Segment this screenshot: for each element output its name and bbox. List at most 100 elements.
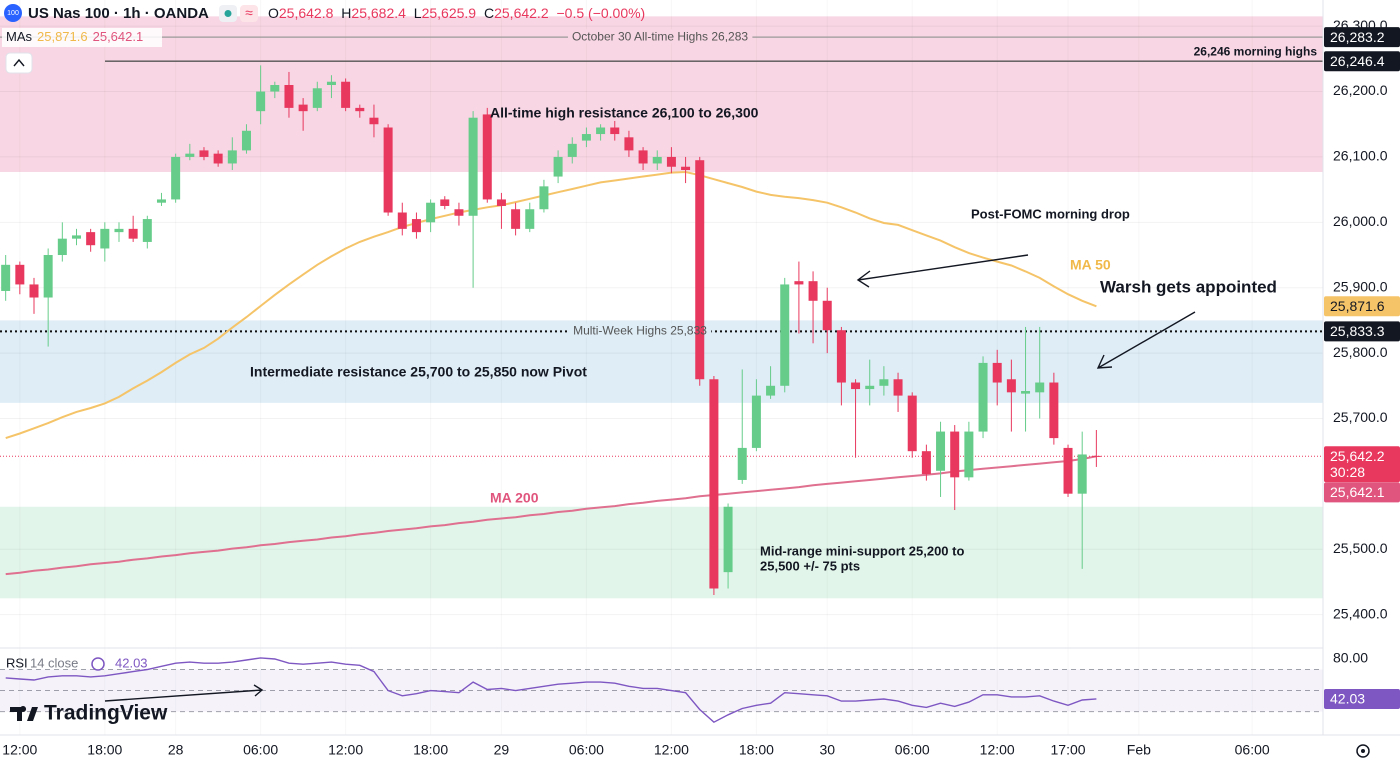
rsi-param: close: [48, 655, 78, 670]
candle-body: [907, 395, 917, 452]
price-tag: [1324, 321, 1400, 342]
candle-body: [950, 431, 960, 478]
y-tick-label: 25,800.0: [1333, 344, 1388, 360]
y-tick-label: 25,700.0: [1333, 409, 1388, 425]
candle-body: [270, 85, 280, 92]
x-tick-label: 28: [168, 742, 184, 758]
level-label-bg: [569, 323, 712, 338]
rsi-line: [5, 657, 1097, 724]
ma-legend-value: 25,871.6: [37, 29, 88, 44]
candle-body: [284, 85, 294, 108]
level-label-bg: [567, 29, 753, 44]
candle-body: [454, 209, 464, 216]
symbol-title: US Nas 100 · 1h · OANDA: [28, 5, 209, 22]
annotation: Intermediate resistance 25,700 to 25,850…: [250, 364, 587, 380]
price-tag-countdown: 30:28: [1330, 464, 1365, 480]
candle-body: [100, 228, 110, 249]
x-tick-label: 12:00: [654, 742, 689, 758]
price-tag-label: 26,283.2: [1330, 29, 1385, 45]
candle-body: [171, 156, 181, 200]
candle-body: [1, 264, 11, 291]
ohlc-value: 25,682.4: [351, 5, 406, 21]
ma-legend: MAs 25,871.6 25,642.1: [6, 29, 143, 44]
x-tick-label: 29: [494, 742, 510, 758]
candle-body: [142, 219, 152, 242]
candle-body: [426, 202, 436, 223]
x-tick-label: Feb: [1127, 742, 1151, 758]
candle-body: [1035, 382, 1045, 393]
candle-body: [865, 385, 875, 390]
ma-legend-label: MAs: [6, 29, 33, 44]
candle-body: [1049, 382, 1059, 439]
candle-body: [581, 134, 591, 141]
candle-body: [199, 150, 209, 157]
candle-body: [836, 330, 846, 383]
candle-body: [241, 130, 251, 151]
candle-body: [341, 81, 351, 108]
price-tag: [1324, 296, 1400, 317]
candle-body: [921, 451, 931, 475]
rsi-name: RSI: [6, 655, 28, 670]
candle-body: [553, 156, 563, 177]
candle-body: [610, 127, 620, 135]
candle-body: [128, 228, 138, 239]
arrows: [104, 254, 1196, 702]
x-tick-label: 18:00: [87, 742, 122, 758]
settings-icon[interactable]: [1356, 744, 1370, 758]
ohlc-key: H: [341, 5, 351, 21]
candle-body: [525, 209, 535, 229]
candle-body: [1077, 454, 1087, 494]
settings-icon-center: [1361, 749, 1365, 753]
ohlc-value: 25,642.2: [494, 5, 549, 21]
candle-body: [978, 362, 988, 432]
price-tag: [1324, 51, 1400, 72]
x-tick-label: 17:00: [1051, 742, 1086, 758]
change: −0.5 (−0.00%): [557, 5, 646, 21]
annotation: MA 200: [490, 490, 539, 506]
candle-body: [1021, 391, 1031, 394]
candle-body: [468, 117, 478, 216]
rsi-tag: [1324, 688, 1400, 709]
y-tick-label: 25,500.0: [1333, 540, 1388, 556]
price-tag-label: 26,246.4: [1330, 53, 1385, 69]
candle-body: [737, 447, 747, 480]
level-label: 26,246 morning highs: [1194, 44, 1318, 58]
candle-body: [596, 127, 606, 135]
y-tick-label: 80.00: [1333, 650, 1368, 666]
candle-body: [440, 199, 450, 206]
candle-body: [1006, 379, 1016, 393]
x-tick-label: 12:00: [980, 742, 1015, 758]
candle-body: [185, 153, 195, 157]
moving-average: [5, 170, 1097, 440]
ohlc-value: 25,642.8: [279, 5, 334, 21]
price-tag-label: 25,871.6: [1330, 298, 1385, 314]
candle-body: [666, 156, 676, 167]
ohlc-key: C: [484, 5, 494, 21]
candle-body: [851, 382, 861, 390]
candle-body: [326, 81, 336, 86]
y-tick-label: 25,400.0: [1333, 605, 1388, 621]
x-tick-label: 12:00: [328, 742, 363, 758]
zone: [0, 506, 1323, 599]
annotation: 25,500 +/- 75 pts: [760, 558, 860, 573]
candle-body: [355, 107, 365, 112]
candle-body: [964, 431, 974, 478]
candle-body: [496, 199, 506, 206]
price-tag: [1324, 446, 1400, 483]
candle-body: [992, 362, 1002, 383]
symbol-badge-text: 100: [7, 10, 19, 17]
candle-body: [43, 255, 53, 298]
status-icon: ≈: [245, 5, 253, 21]
brand-name: TradingView: [44, 702, 168, 725]
ma-legend-value: 25,642.1: [93, 29, 144, 44]
candle-body: [794, 281, 804, 285]
arrow: [104, 684, 264, 702]
collapse-button[interactable]: [5, 52, 33, 74]
candle-body: [638, 150, 648, 164]
moving-average: [5, 455, 1097, 576]
candle-body: [227, 150, 237, 164]
x-tick-label: 30: [819, 742, 835, 758]
price-tag: [1324, 482, 1400, 503]
ma-legend-bg: [2, 28, 162, 47]
candle-body: [114, 228, 124, 233]
